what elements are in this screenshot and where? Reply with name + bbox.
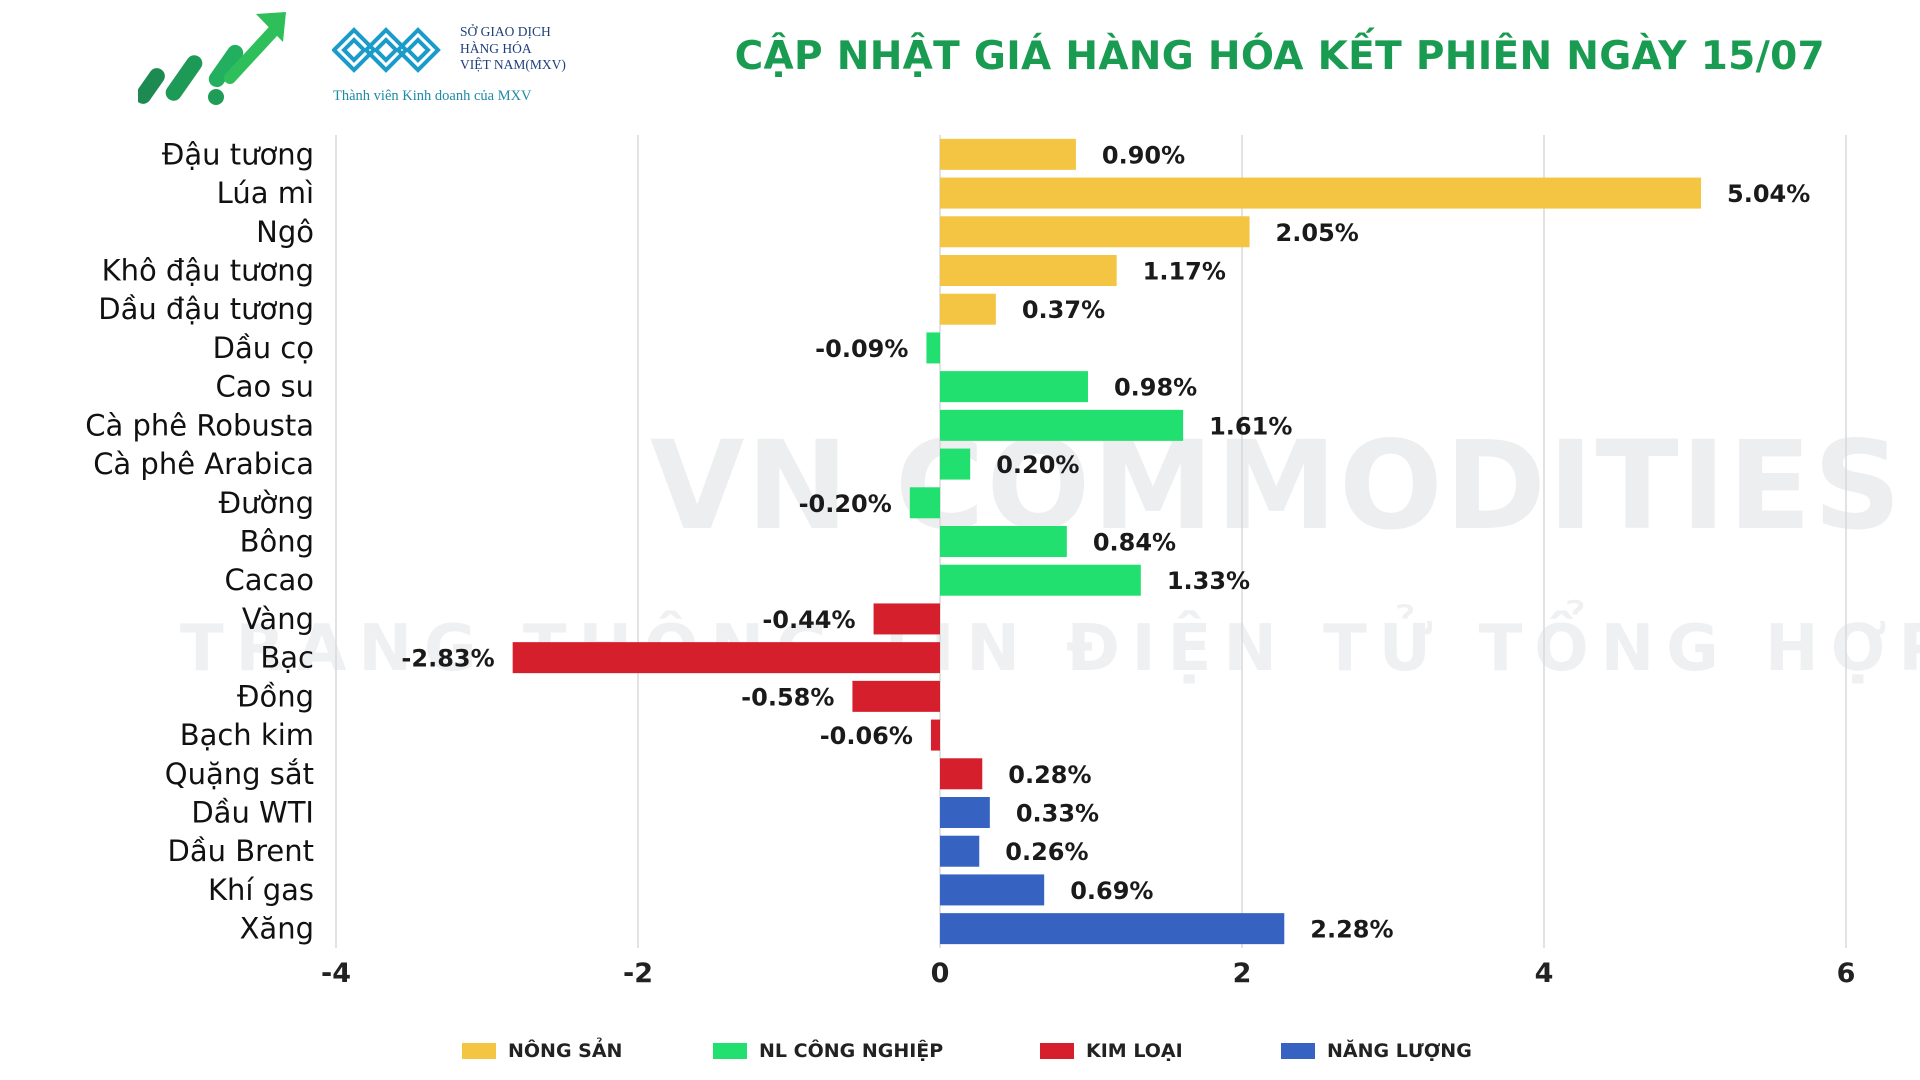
bar bbox=[940, 758, 983, 790]
bar bbox=[909, 487, 940, 519]
category-label: Cacao bbox=[225, 563, 314, 597]
data-label: -2.83% bbox=[401, 645, 494, 673]
mxv-name-line3: VIỆT NAM(MXV) bbox=[460, 57, 566, 72]
data-label: 2.28% bbox=[1310, 916, 1393, 944]
x-tick-label: 6 bbox=[1837, 958, 1856, 989]
data-label: -0.20% bbox=[799, 490, 892, 518]
category-label: Đậu tương bbox=[162, 137, 314, 171]
bar bbox=[940, 293, 996, 325]
category-labels: Đậu tương Lúa mì Ngô Khô đậu tương Dầu đậu t… bbox=[85, 137, 314, 945]
page-title: CẬP NHẬT GIÁ HÀNG HÓA KẾT PHIÊN NGÀY 15/… bbox=[734, 34, 1825, 79]
category-label: Dầu Brent bbox=[168, 834, 314, 868]
category-label: Lúa mì bbox=[217, 176, 314, 210]
bars bbox=[512, 138, 1702, 945]
legend-label-nang-luong: NĂNG LƯỢNG bbox=[1327, 1040, 1472, 1062]
data-label: -0.06% bbox=[820, 722, 913, 750]
bar bbox=[940, 797, 990, 828]
legend-item-nong-san: NÔNG SẢN bbox=[462, 1040, 622, 1062]
data-label: -0.44% bbox=[762, 606, 855, 634]
bar bbox=[940, 526, 1067, 557]
category-label: Dầu cọ bbox=[213, 331, 314, 365]
legend-label-kim-loai: KIM LOẠI bbox=[1086, 1040, 1183, 1062]
category-label: Khí gas bbox=[208, 873, 314, 907]
category-label: Dầu WTI bbox=[191, 796, 314, 830]
x-tick-label: 2 bbox=[1233, 958, 1252, 989]
bar bbox=[940, 564, 1141, 596]
data-label: 0.90% bbox=[1102, 141, 1185, 169]
data-label: 1.61% bbox=[1209, 412, 1292, 440]
legend-item-nl-cong-nghiep: NL CÔNG NGHIỆP bbox=[713, 1040, 943, 1062]
bar bbox=[940, 138, 1076, 170]
bar bbox=[512, 642, 940, 674]
legend-swatch-nl-cong-nghiep bbox=[713, 1043, 747, 1059]
category-label: Bông bbox=[240, 525, 314, 559]
data-label: 0.26% bbox=[1005, 838, 1088, 866]
legend-swatch-kim-loai bbox=[1040, 1043, 1074, 1059]
bar bbox=[940, 255, 1117, 286]
watermark-subtitle: TRANG THÔNG TIN ĐIỆN TỬ TỔNG HỢP bbox=[180, 612, 1920, 686]
bar bbox=[940, 835, 980, 867]
header: SỞ GIAO DỊCH HÀNG HÓA VIỆT NAM(MXV) Thàn… bbox=[0, 0, 1920, 120]
data-label: 0.37% bbox=[1022, 296, 1105, 324]
x-tick-labels: -4 -2 0 2 4 6 bbox=[321, 958, 1855, 989]
mxv-name-line2: HÀNG HÓA bbox=[460, 40, 532, 56]
bar bbox=[926, 332, 940, 364]
category-label: Đường bbox=[219, 486, 314, 520]
category-label: Đồng bbox=[237, 679, 314, 713]
bar bbox=[940, 874, 1045, 906]
category-label: Ngô bbox=[256, 215, 314, 249]
bar bbox=[940, 177, 1702, 209]
data-label: 5.04% bbox=[1727, 180, 1810, 208]
mxv-logo-icon bbox=[332, 27, 441, 73]
legend: NÔNG SẢN NL CÔNG NGHIỆP KIM LOẠI NĂNG LƯ… bbox=[0, 1040, 1920, 1070]
value-labels: 0.90% 5.04% 2.05% 1.17% 0.37% -0.09% 0.98% 1.61… bbox=[401, 141, 1810, 943]
x-tick-label: 4 bbox=[1535, 958, 1554, 989]
mxv-subtitle: Thành viên Kinh doanh của MXV bbox=[333, 88, 532, 104]
category-label: Quặng sắt bbox=[165, 757, 314, 791]
category-label: Vàng bbox=[242, 602, 314, 636]
bar bbox=[940, 409, 1184, 441]
data-label: 0.20% bbox=[996, 451, 1079, 479]
category-label: Khô đậu tương bbox=[102, 254, 314, 288]
legend-label-nl-cong-nghiep: NL CÔNG NGHIỆP bbox=[759, 1040, 944, 1062]
legend-item-kim-loai: KIM LOẠI bbox=[1040, 1040, 1183, 1062]
data-label: 0.98% bbox=[1114, 374, 1197, 402]
x-tick-label: 0 bbox=[931, 958, 950, 989]
x-tick-label: -4 bbox=[321, 958, 351, 989]
grid-lines bbox=[335, 135, 1847, 948]
data-label: 2.05% bbox=[1276, 219, 1359, 247]
watermark-vn-commodities: VN COMMODITIES bbox=[650, 415, 1904, 557]
mxv-name: SỞ GIAO DỊCH HÀNG HÓA VIỆT NAM(MXV) bbox=[460, 24, 566, 74]
category-label: Cà phê Robusta bbox=[85, 408, 314, 442]
data-label: 0.84% bbox=[1093, 529, 1176, 557]
bar bbox=[940, 448, 971, 480]
legend-swatch-nong-san bbox=[462, 1043, 496, 1059]
data-label: 1.33% bbox=[1167, 567, 1250, 595]
mxv-name-line1: SỞ GIAO DỊCH bbox=[460, 24, 551, 39]
category-label: Xăng bbox=[240, 912, 314, 946]
legend-swatch-nang-luong bbox=[1281, 1043, 1315, 1059]
x-tick-label: -2 bbox=[623, 958, 653, 989]
category-label: Cà phê Arabica bbox=[93, 447, 314, 481]
data-label: 1.17% bbox=[1143, 258, 1226, 286]
bar bbox=[873, 603, 940, 635]
category-label: Cao su bbox=[216, 370, 314, 404]
bar bbox=[940, 216, 1250, 248]
data-label: 0.33% bbox=[1016, 800, 1099, 828]
legend-label-nong-san: NÔNG SẢN bbox=[508, 1040, 623, 1062]
data-label: -0.09% bbox=[815, 335, 908, 363]
category-label: Dầu đậu tương bbox=[98, 292, 314, 326]
bar bbox=[940, 913, 1285, 945]
data-label: 0.28% bbox=[1008, 761, 1091, 789]
category-label: Bạc bbox=[260, 641, 314, 675]
legend-item-nang-luong: NĂNG LƯỢNG bbox=[1281, 1040, 1472, 1062]
vn-commodities-logo-icon bbox=[138, 12, 286, 105]
category-label: Bạch kim bbox=[180, 718, 314, 752]
data-label: 0.69% bbox=[1070, 877, 1153, 905]
bar bbox=[930, 719, 940, 751]
bar bbox=[852, 680, 940, 712]
bar bbox=[940, 371, 1088, 403]
data-label: -0.58% bbox=[741, 683, 834, 711]
